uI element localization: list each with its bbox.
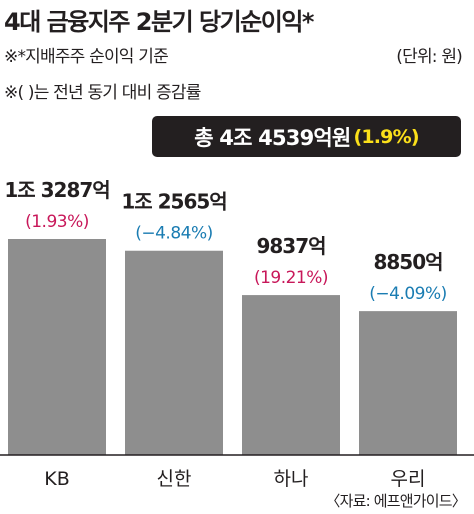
chart-title: 4대 금융지주 2분기 당기순이익* [4,8,314,36]
total-summary-box: 총 4조 4539억원 (1.9%) [152,116,461,157]
source-note: 〈자료: 에프앤가이드〉 [325,492,466,510]
value-label-KB: 1조 3287억 [4,178,109,202]
note-basis: ※*지배주주 순이익 기준 [4,47,169,67]
x-tick-label-하나: 하나 [274,468,309,490]
bar-신한 [125,250,223,455]
total-change: (1.9%) [353,125,419,148]
change-label-하나: (19.21%) [254,268,328,288]
change-label-우리: (−4.09%) [369,284,447,304]
change-label-신한: (−4.84%) [135,224,213,244]
x-tick-label-KB: KB [44,468,70,490]
total-label: 총 4조 4539억원 [194,125,351,150]
bar-KB [8,239,106,455]
value-label-하나: 9837억 [256,234,325,258]
bar-하나 [242,295,340,455]
value-label-신한: 1조 2565억 [121,190,226,214]
bar-우리 [359,311,457,455]
value-label-우리: 8850억 [373,250,442,274]
change-label-KB: (1.93%) [25,212,89,232]
x-tick-label-우리: 우리 [391,468,426,490]
x-tick-label-신한: 신한 [157,468,192,490]
unit-label: (단위: 원) [396,47,463,67]
note-change-rate: ※( )는 전년 동기 대비 증감률 [4,83,201,103]
